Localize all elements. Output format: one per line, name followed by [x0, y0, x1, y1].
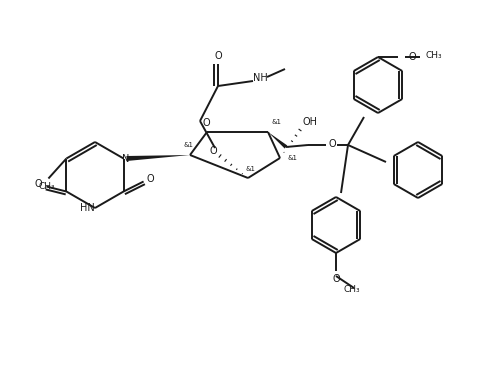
Text: HN: HN	[80, 203, 94, 213]
Text: &1: &1	[287, 155, 297, 161]
Text: O: O	[328, 139, 336, 149]
Text: CH₃: CH₃	[38, 182, 55, 191]
Text: NH: NH	[252, 73, 267, 83]
Text: CH₃: CH₃	[426, 50, 442, 60]
Text: CH₃: CH₃	[344, 286, 360, 295]
Text: &1: &1	[271, 119, 281, 125]
Polygon shape	[268, 132, 287, 148]
Text: &1: &1	[183, 142, 193, 148]
Text: O: O	[209, 146, 217, 156]
Text: &1: &1	[245, 166, 255, 172]
Text: O: O	[34, 178, 42, 188]
Text: O: O	[408, 52, 416, 62]
Text: O: O	[332, 274, 340, 284]
Text: O: O	[202, 118, 210, 128]
Text: O: O	[147, 174, 154, 184]
Text: N: N	[122, 154, 129, 164]
Text: OH: OH	[303, 117, 317, 127]
Polygon shape	[126, 155, 190, 161]
Text: O: O	[214, 51, 222, 61]
